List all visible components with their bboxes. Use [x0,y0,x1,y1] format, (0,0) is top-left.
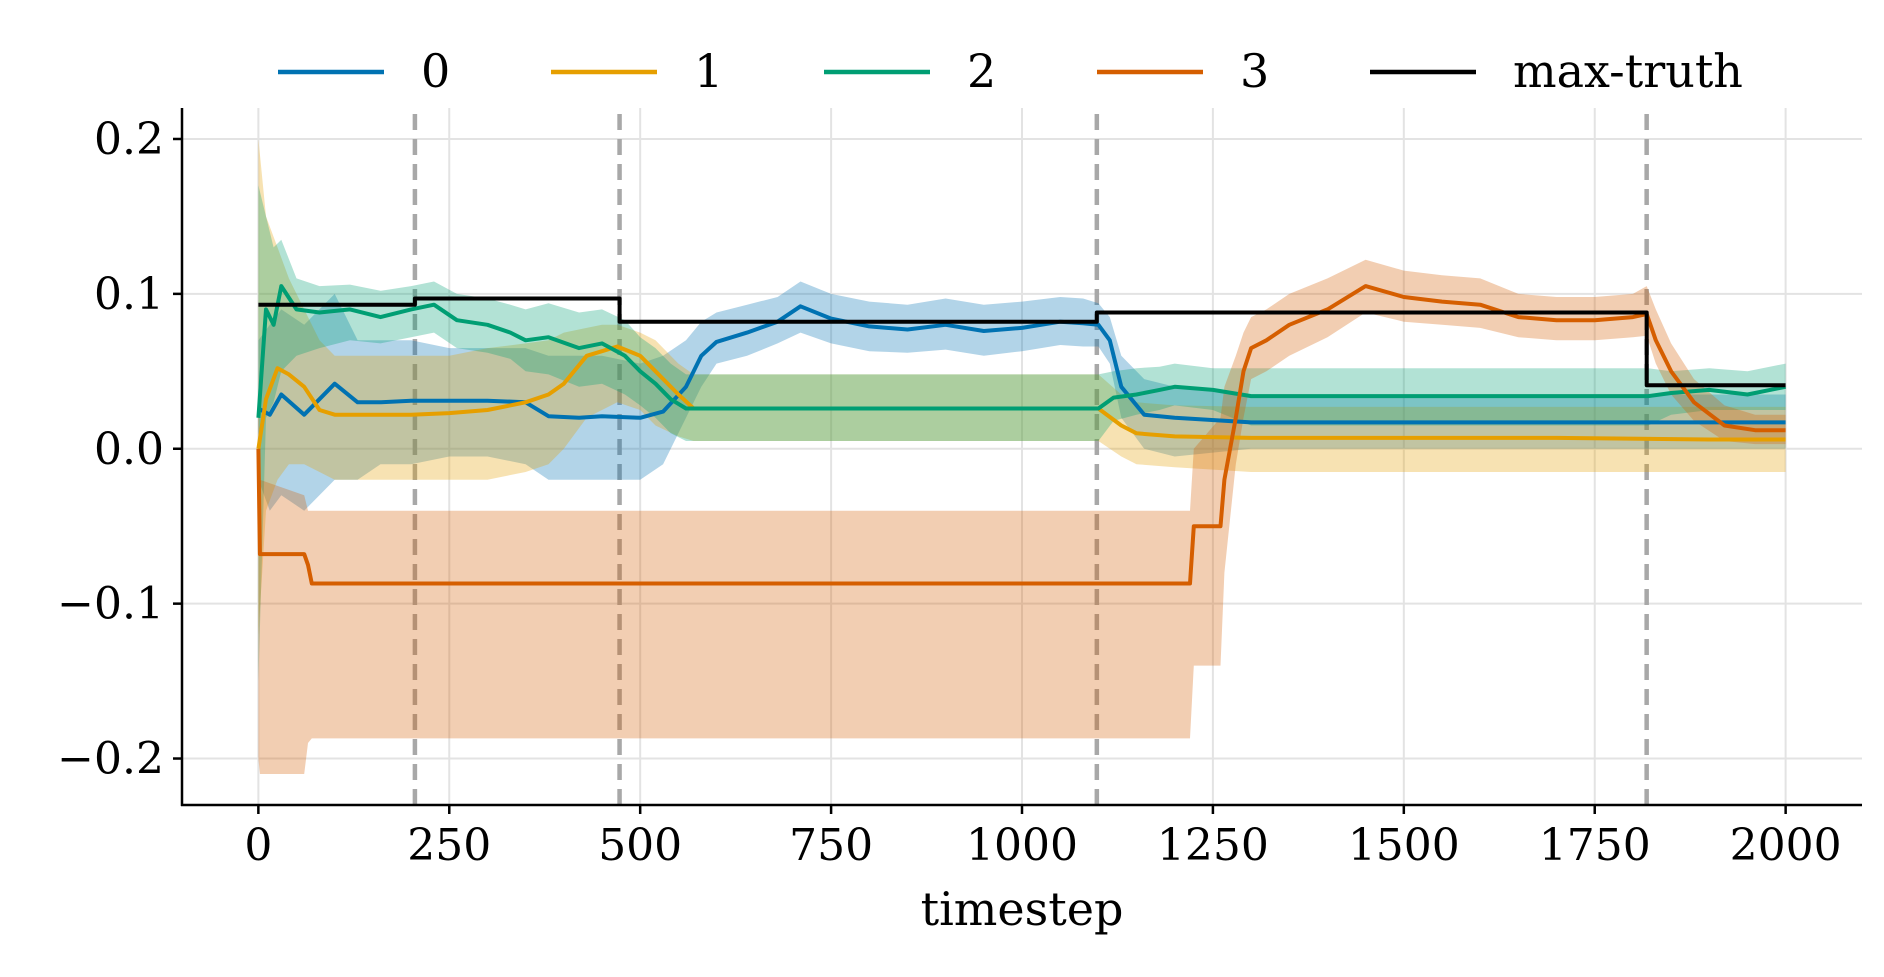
legend-label-3: 3 [1240,44,1269,98]
band-series-3 [258,259,1786,774]
tick-labels: 0 250 500 750 1000 1250 1500 1750 2000 −0.2 −0.1 0.… [57,114,1841,871]
change-point-markers [412,114,1649,805]
x-tick-label: 1500 [1348,820,1460,871]
band-series-2 [258,185,1786,682]
y-tick-label: 0.0 [94,424,164,475]
line-series-max-truth [258,296,1786,388]
y-tick-label: 0.1 [94,269,164,320]
y-tick-label: −0.1 [57,579,164,630]
band-series-0 [258,281,1786,511]
y-tick-label: 0.2 [94,114,164,165]
band-series-1 [258,139,1786,635]
legend-label-1: 1 [694,44,723,98]
axes [173,108,1862,814]
legend-label-2: 2 [967,44,996,98]
y-tick-label: −0.2 [57,734,164,785]
x-tick-label: 0 [244,820,272,871]
x-tick-label: 2000 [1730,820,1842,871]
legend: 0 1 2 3 max-truth [278,44,1743,98]
legend-label-0: 0 [421,44,450,98]
legend-label-max-truth: max-truth [1513,44,1743,98]
x-tick-label: 250 [407,820,491,871]
x-axis-label: timestep [921,882,1124,936]
line-series-3 [256,284,1786,586]
series-lines [256,284,1786,586]
line-series-2 [256,284,1786,418]
grid-lines [182,108,1862,805]
x-tick-label: 750 [789,820,873,871]
confidence-bands [258,139,1786,774]
x-tick-label: 1250 [1157,820,1269,871]
x-tick-label: 1750 [1539,820,1651,871]
x-tick-label: 500 [598,820,682,871]
x-tick-label: 1000 [966,820,1078,871]
